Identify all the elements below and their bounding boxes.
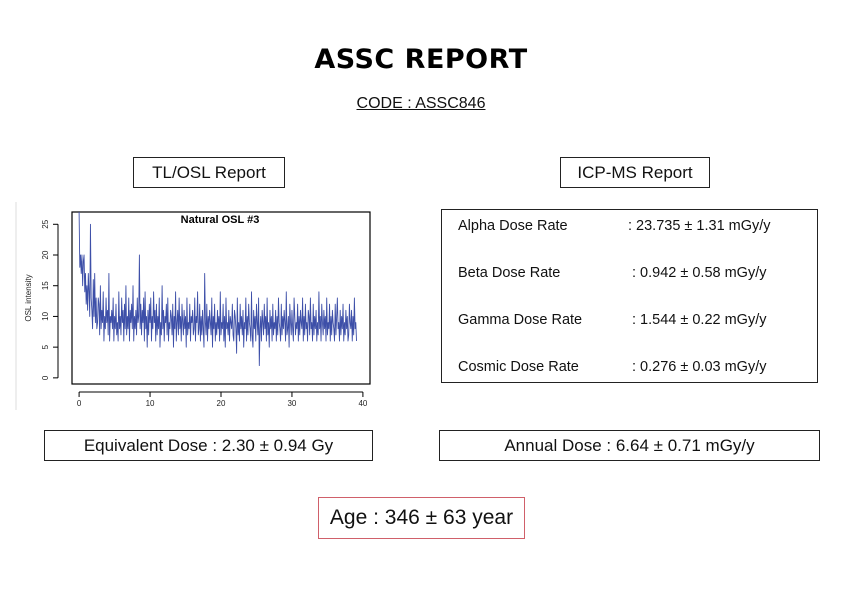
osl-chart: Natural OSL #3 OSL intensity 0 5 10 15 20 25 0… <box>15 202 377 412</box>
x-tick-label: 10 <box>146 399 155 408</box>
plot-frame <box>71 211 371 385</box>
y-tick-label: 0 <box>41 375 50 380</box>
gamma-dose-rate-label: Gamma Dose Rate <box>458 312 583 328</box>
icp-ms-report-heading: ICP-MS Report <box>560 157 710 188</box>
cosmic-dose-rate-value: : 0.276 ± 0.03 mGy/y <box>632 359 767 375</box>
y-tick-label: 15 <box>41 281 50 290</box>
annual-dose-box: Annual Dose : 6.64 ± 0.71 mGy/y <box>439 430 820 461</box>
cosmic-dose-rate-label: Cosmic Dose Rate <box>458 359 579 375</box>
dose-rate-table: Alpha Dose Rate : 23.735 ± 1.31 mGy/y Be… <box>441 209 818 383</box>
beta-dose-rate-label: Beta Dose Rate <box>458 265 561 281</box>
chart-title: Natural OSL #3 <box>181 214 260 226</box>
x-tick-label: 20 <box>217 399 226 408</box>
y-axis-label: OSL intensity <box>24 274 33 321</box>
alpha-dose-rate-value: : 23.735 ± 1.31 mGy/y <box>628 218 771 234</box>
x-tick-label: 30 <box>287 399 296 408</box>
equivalent-dose-box: Equivalent Dose : 2.30 ± 0.94 Gy <box>44 430 373 461</box>
x-tick-label: 40 <box>358 399 367 408</box>
y-tick-label: 20 <box>41 250 50 259</box>
y-tick-label: 25 <box>41 219 50 228</box>
alpha-dose-rate-label: Alpha Dose Rate <box>458 218 568 234</box>
gamma-dose-rate-value: : 1.544 ± 0.22 mGy/y <box>632 312 767 328</box>
x-tick-label: 0 <box>77 399 82 408</box>
tl-osl-report-heading: TL/OSL Report <box>133 157 285 188</box>
y-tick-label: 5 <box>41 344 50 349</box>
report-code: CODE : ASSC846 <box>356 95 486 112</box>
age-result-box: Age : 346 ± 63 year <box>318 497 525 539</box>
series-line <box>78 211 357 367</box>
y-tick-label: 10 <box>41 311 50 320</box>
beta-dose-rate-value: : 0.942 ± 0.58 mGy/y <box>632 265 767 281</box>
report-title: ASSC REPORT <box>314 44 528 75</box>
